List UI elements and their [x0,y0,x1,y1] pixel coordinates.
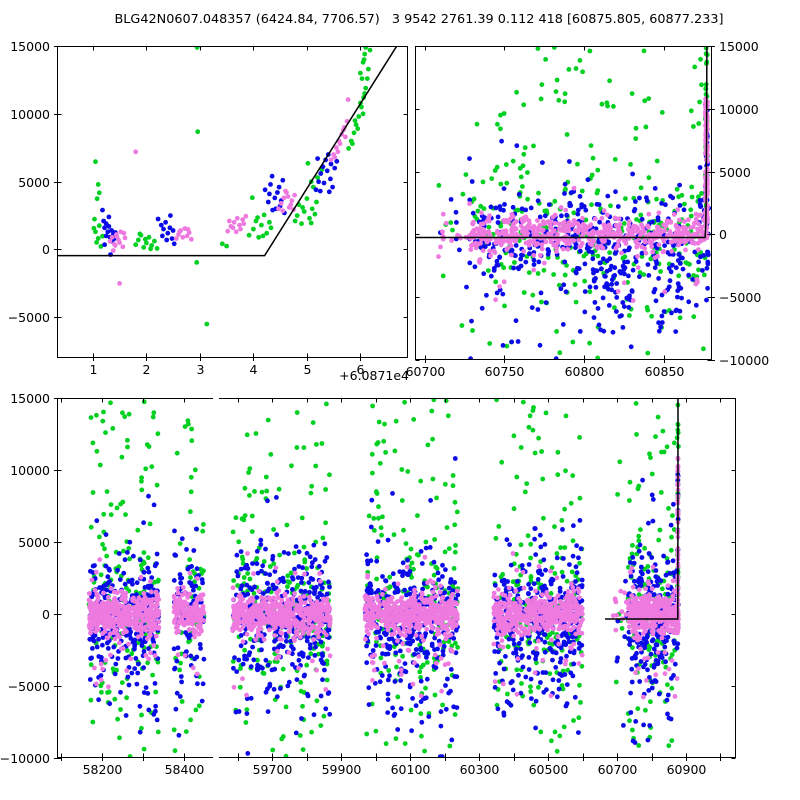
y-tick-label: 15000 [10,391,50,406]
x-tick-label: 60900 [667,762,707,777]
scatter-points-green [91,46,373,327]
x-tick-label: 60800 [565,364,605,379]
x-tick-label: 60750 [485,364,525,379]
axis-ticks [54,46,408,361]
y-tick-label: −5000 [8,679,50,694]
x-tick-label: 4 [250,362,258,377]
x-tick-label: 60300 [460,762,500,777]
scatter-points-violet [86,557,207,690]
y-tick-label: 10000 [10,463,50,478]
plot-spines [415,46,712,360]
model-line [415,46,708,239]
x-tick-label: 58200 [83,762,123,777]
y-tick-label: 0 [719,227,727,242]
y-tick-label: 5000 [719,165,751,180]
y-tick-label: 0 [42,242,50,257]
scatter-points-green [436,46,710,360]
scatter-points-green [86,399,207,758]
x-tick-label: 60700 [598,762,638,777]
scatter-points-blue [100,152,340,257]
axis-tick-labels: 60700 60750 60800 60850 −10000 −5000 0 5000 1000… [406,39,770,379]
plot-full-left[interactable]: 58200 58400 −10000 −5000 0 5000 10000 15000 [0,391,213,777]
plot-spines [57,398,213,758]
y-tick-label: 15000 [719,39,759,54]
axis-ticks [238,398,736,761]
axis-tick-labels: 59700 59900 60100 60300 60500 60700 60900 [253,762,707,777]
y-tick-label: 10000 [10,107,50,122]
axis-tick-labels: 58200 58400 −10000 −5000 0 5000 10000 15000 [0,391,204,777]
x-tick-label: 3 [197,362,205,377]
plot-full-right[interactable]: 59700 59900 60100 60300 60500 60700 60900 [219,397,736,777]
plot-event-zoom[interactable]: 1 2 3 4 5 6 −5000 0 5000 10000 15000 [8,39,408,377]
y-tick-label: −5000 [719,290,761,305]
x-tick-label: 60100 [391,762,431,777]
y-tick-label: −10000 [719,353,769,368]
x-axis-offset-label: +6.0871e4 [339,368,409,383]
scatter-points-violet [107,97,351,286]
x-tick-label: 1 [90,362,98,377]
x-tick-label: 59700 [253,762,293,777]
y-tick-label: 0 [42,607,50,622]
x-tick-label: 5 [304,362,312,377]
plot-spines [57,46,408,358]
scatter-points-violet [230,455,681,700]
plot-season-zoom[interactable]: 60700 60750 60800 60850 −10000 −5000 0 5000 1000… [406,39,770,379]
y-tick-label: 10000 [719,102,759,117]
axis-ticks [415,46,715,363]
model-line [605,398,679,620]
x-tick-label: 59900 [322,762,362,777]
y-tick-label: −10000 [0,751,50,766]
axis-ticks [54,398,185,761]
x-tick-label: 60700 [406,364,446,379]
figure-title: BLG42N0607.048357 (6424.84, 7706.57) 3 9… [114,12,724,27]
y-tick-label: 5000 [18,535,50,550]
y-tick-label: 15000 [10,39,50,54]
x-tick-label: 58400 [165,762,205,777]
model-line [57,46,398,257]
plot-spines [219,398,736,758]
x-tick-label: 60500 [529,762,569,777]
x-tick-label: 60850 [645,364,685,379]
y-tick-label: −5000 [8,310,50,325]
x-tick-label: 2 [143,362,151,377]
axis-tick-labels: 1 2 3 4 5 6 −5000 0 5000 10000 15000 [8,39,365,377]
y-tick-label: 5000 [18,175,50,190]
x-tick-label: 6 [357,362,365,377]
